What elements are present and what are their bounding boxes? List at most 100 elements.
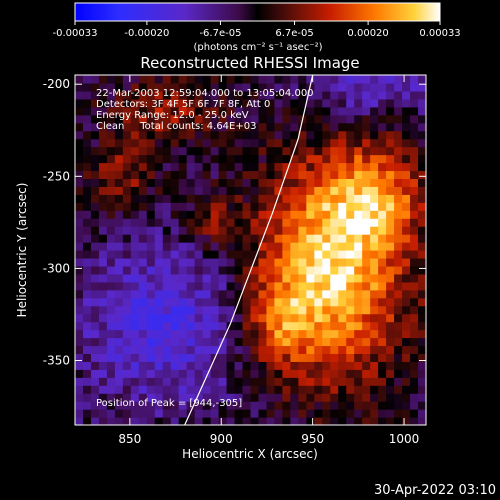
heatmap-cell [370, 345, 379, 355]
heatmap-cell [186, 305, 196, 315]
heatmap-cell [282, 138, 291, 148]
heatmap-cell [106, 186, 116, 195]
heatmap-cell [378, 337, 387, 347]
heatmap-cell [306, 98, 315, 108]
heatmap-cell [130, 242, 140, 251]
heatmap-cell [346, 250, 355, 259]
heatmap-cell [90, 106, 100, 116]
heatmap-cell [218, 329, 228, 339]
heatmap-cell [250, 353, 260, 362]
heatmap-cell [242, 313, 252, 323]
heatmap-cell [178, 305, 188, 315]
heatmap-cell [410, 417, 419, 425]
heatmap-cell [234, 162, 244, 172]
annotation-detectors: Detectors: 3F 4F 5F 6F 7F 8F, Att 0 [96, 99, 270, 110]
heatmap-cell [322, 242, 331, 251]
heatmap-cell [354, 329, 363, 339]
heatmap-cell [282, 146, 291, 156]
heatmap-cell [106, 170, 116, 180]
heatmap-cell [418, 281, 426, 291]
heatmap-cell [338, 75, 347, 84]
heatmap-cell [402, 281, 411, 291]
heatmap-cell [354, 393, 363, 402]
heatmap-cell [226, 202, 236, 211]
heatmap-cell [370, 82, 379, 92]
heatmap-cell [82, 417, 92, 425]
heatmap-cell [314, 82, 323, 92]
heatmap-cell [338, 393, 347, 402]
heatmap-cell [322, 337, 331, 347]
heatmap-cell [322, 393, 331, 402]
heatmap-cell [290, 265, 299, 275]
heatmap-cell [130, 234, 140, 243]
heatmap-cell [162, 289, 172, 299]
heatmap-cell [346, 170, 355, 180]
heatmap-cell [130, 297, 140, 307]
heatmap-cell [82, 393, 92, 402]
heatmap-cell [386, 202, 395, 211]
heatmap-cell [138, 417, 148, 425]
heatmap-cell [354, 273, 363, 283]
heatmap-cell [210, 265, 220, 275]
heatmap-cell [130, 329, 140, 339]
heatmap-cell [114, 130, 124, 140]
colorbar [74, 2, 441, 22]
heatmap-cell [370, 210, 379, 219]
heatmap-cell [82, 122, 92, 132]
heatmap-cell [386, 75, 395, 84]
heatmap-cell [306, 257, 315, 267]
heatmap-cell [250, 305, 260, 315]
heatmap-cell [306, 106, 315, 116]
heatmap-cell [418, 393, 426, 402]
heatmap-cell [130, 281, 140, 291]
heatmap-cell [82, 289, 92, 299]
heatmap-cell [370, 377, 379, 386]
heatmap-cell [298, 130, 307, 140]
heatmap-cell [274, 130, 284, 140]
heatmap-cell [402, 202, 411, 211]
heatmap-cell [202, 82, 212, 92]
heatmap-cell [418, 98, 426, 108]
heatmap-cell [322, 329, 331, 339]
heatmap-cell [98, 377, 108, 386]
heatmap-cell [402, 210, 411, 219]
heatmap-cell [242, 130, 252, 140]
plot-frame [74, 74, 427, 426]
heatmap-cell [162, 281, 172, 291]
heatmap-cell [274, 98, 284, 108]
heatmap-cell [186, 385, 196, 394]
heatmap-cell [346, 385, 355, 394]
heatmap-cell [274, 226, 284, 235]
heatmap-cell [298, 194, 307, 203]
heatmap-cell [338, 122, 347, 132]
heatmap-cell [178, 281, 188, 291]
heatmap-cell [234, 138, 244, 148]
heatmap-cell [378, 409, 387, 418]
heatmap-cell [402, 130, 411, 140]
heatmap-cell [258, 202, 268, 211]
heatmap-cell [330, 82, 339, 92]
heatmap-cell [410, 210, 419, 219]
heatmap-cell [138, 321, 148, 331]
heatmap-cell [138, 170, 148, 180]
heatmap-cell [290, 257, 299, 267]
heatmap-cell [98, 210, 108, 219]
heatmap-cell [162, 313, 172, 323]
heatmap-cell [386, 281, 395, 291]
heatmap-cell [202, 234, 212, 243]
heatmap-cell [386, 138, 395, 148]
heatmap-cell [226, 281, 236, 291]
heatmap-cell [154, 75, 164, 84]
heatmap-cell [82, 82, 92, 92]
heatmap-cell [186, 114, 196, 124]
heatmap-cell [282, 321, 291, 331]
heatmap-cell [170, 393, 180, 402]
heatmap-cell [170, 401, 180, 410]
heatmap-cell [218, 409, 228, 418]
heatmap-cell [338, 289, 347, 299]
heatmap-cell [338, 281, 347, 291]
heatmap-cell [202, 194, 212, 203]
heatmap-cell [370, 98, 379, 108]
heatmap-cell [306, 75, 315, 84]
heatmap-cell [226, 393, 236, 402]
